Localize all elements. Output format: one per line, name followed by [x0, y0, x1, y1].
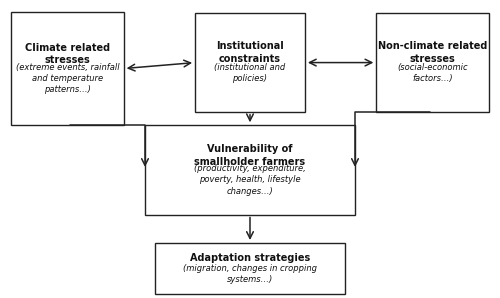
Text: (institutional and
policies): (institutional and policies) — [214, 63, 286, 83]
Bar — [376, 13, 489, 112]
Text: Institutional
constraints: Institutional constraints — [216, 41, 284, 64]
Text: (migration, changes in cropping
systems…): (migration, changes in cropping systems…… — [183, 264, 317, 284]
Text: Vulnerability of
smallholder farmers: Vulnerability of smallholder farmers — [194, 144, 306, 167]
Text: Climate related
stresses: Climate related stresses — [25, 43, 110, 65]
Bar — [145, 125, 355, 215]
Bar — [195, 13, 305, 112]
Text: (extreme events, rainfall
and temperature
patterns…): (extreme events, rainfall and temperatur… — [16, 63, 120, 94]
Text: (productivity, expenditure,
poverty, health, lifestyle
changes…): (productivity, expenditure, poverty, hea… — [194, 164, 306, 195]
Text: (social-economic
factors…): (social-economic factors…) — [397, 63, 468, 83]
Bar — [12, 12, 124, 125]
Bar — [155, 243, 345, 294]
Text: Adaptation strategies: Adaptation strategies — [190, 253, 310, 263]
Text: Non-climate related
stresses: Non-climate related stresses — [378, 41, 487, 64]
